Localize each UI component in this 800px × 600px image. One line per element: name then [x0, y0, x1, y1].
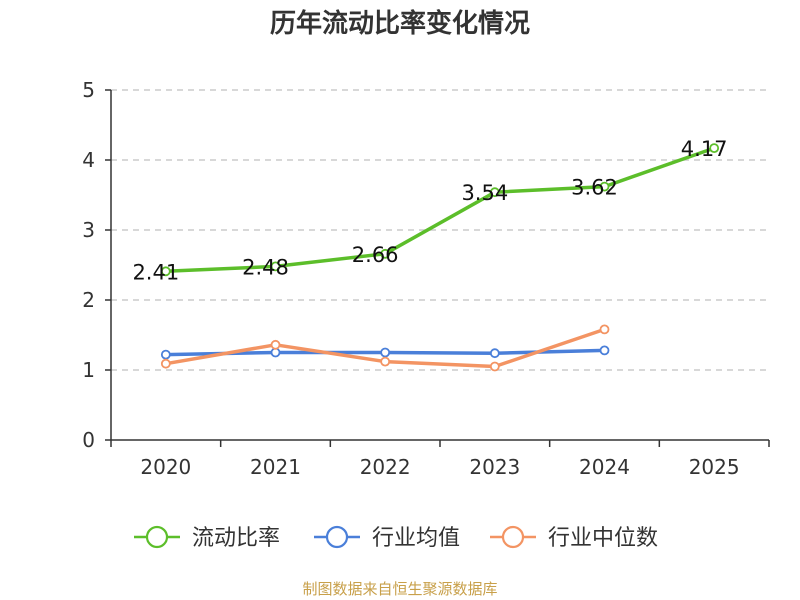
data-point-2-2022[interactable]: [380, 356, 391, 367]
data-label-2023: 3.54: [461, 181, 508, 205]
series-line-0: [164, 146, 716, 274]
data-labels: 2.41 2.48 2.66 3.54 3.62 4.17: [132, 137, 727, 284]
data-label-2021: 2.48: [242, 255, 289, 279]
data-point-0-2025[interactable]: [709, 143, 720, 154]
data-point-1-2022[interactable]: [380, 347, 391, 358]
data-point-2-2024[interactable]: [599, 324, 610, 335]
y-tick-label-1: 1: [82, 358, 95, 382]
x-tick-label-2022: 2022: [360, 455, 411, 479]
legend-label-2: 行业中位数: [548, 526, 658, 551]
data-label-2022: 2.66: [352, 243, 399, 267]
y-tick-label-5: 5: [82, 78, 95, 102]
y-tick-label-4: 4: [82, 148, 95, 172]
grid-lines: [111, 89, 769, 371]
legend[interactable]: 流动比率 行业均值 行业中位数: [134, 525, 658, 551]
legend-label-0: 流动比率: [192, 526, 280, 551]
data-label-2024: 3.62: [571, 176, 618, 200]
source-note: 制图数据来自恒生聚源数据库: [302, 580, 497, 598]
legend-label-1: 行业均值: [372, 526, 460, 551]
legend-item-1[interactable]: 行业均值: [314, 525, 460, 551]
x-tick-label-2023: 2023: [469, 455, 520, 479]
legend-item-2[interactable]: 行业中位数: [490, 525, 658, 551]
data-point-2-2020[interactable]: [160, 358, 171, 369]
x-tick-label-2021: 2021: [250, 455, 301, 479]
data-point-0-2020[interactable]: [160, 266, 171, 277]
y-tick-label-0: 0: [82, 428, 95, 452]
legend-marker-0: [145, 525, 169, 549]
data-point-0-2022[interactable]: [380, 248, 391, 259]
data-label-2020: 2.41: [132, 260, 179, 284]
chart-title: 历年流动比率变化情况: [270, 8, 530, 39]
y-tick-label-3: 3: [82, 218, 95, 242]
data-point-1-2023[interactable]: [489, 348, 500, 359]
legend-item-0[interactable]: 流动比率: [134, 525, 280, 551]
data-point-1-2024[interactable]: [599, 345, 610, 356]
data-label-2025: 4.17: [681, 137, 728, 161]
data-point-1-2020[interactable]: [160, 349, 171, 360]
data-point-0-2024[interactable]: [599, 181, 610, 192]
data-point-2-2023[interactable]: [489, 361, 500, 372]
y-tick-label-2: 2: [82, 288, 95, 312]
legend-marker-1: [325, 525, 349, 549]
data-point-2-2021[interactable]: [270, 339, 281, 350]
data-point-0-2023[interactable]: [489, 187, 500, 198]
x-tick-label-2024: 2024: [579, 455, 630, 479]
axes: 0 1 2 3 4 5 2020 2021 2022 2023 2024 2025: [82, 78, 770, 479]
data-point-1-2021[interactable]: [270, 347, 281, 358]
legend-marker-2: [501, 525, 525, 549]
series-lines: [160, 143, 720, 372]
data-point-0-2021[interactable]: [270, 261, 281, 272]
x-tick-label-2020: 2020: [140, 455, 191, 479]
x-tick-label-2025: 2025: [689, 455, 740, 479]
